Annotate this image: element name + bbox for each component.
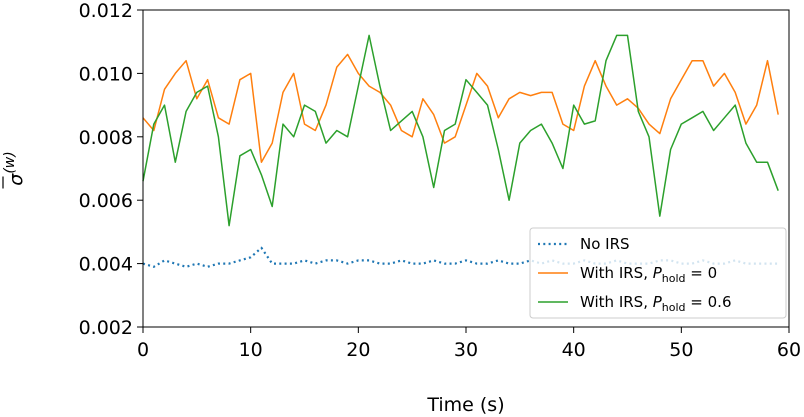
y-label-base: σ: [5, 173, 27, 186]
legend-label-part: P: [653, 264, 663, 282]
legend-label-part: P: [653, 293, 663, 311]
y-axis-label: σ(w): [2, 151, 27, 185]
x-tick-label: 50: [669, 339, 693, 361]
legend-label-part: = 0.6: [686, 293, 732, 311]
y-label-sup: (w): [2, 151, 18, 173]
legend-label-part: No IRS: [580, 235, 630, 253]
y-tick-label: 0.004: [79, 254, 133, 276]
y-tick-label: 0.006: [79, 190, 133, 212]
y-tick-label: 0.002: [79, 317, 133, 339]
x-axis-label: Time (s): [426, 394, 504, 416]
x-tick-label: 60: [777, 339, 801, 361]
line-series: [142, 53, 779, 163]
legend-label-part: With IRS,: [580, 264, 653, 282]
x-tick-label: 0: [137, 339, 149, 361]
legend-label-part: = 0: [686, 264, 718, 282]
legend-label-part: hold: [662, 301, 686, 314]
y-tick-label: 0.012: [79, 0, 133, 22]
legend-label: With IRS, Phold = 0: [580, 264, 717, 285]
legend-label: No IRS: [580, 235, 630, 253]
legend-label-part: With IRS,: [580, 293, 653, 311]
x-tick-label: 10: [239, 339, 263, 361]
x-tick-label: 30: [454, 339, 478, 361]
y-tick-label: 0.010: [79, 63, 133, 85]
x-tick-label: 20: [346, 339, 370, 361]
legend-label: With IRS, Phold = 0.6: [580, 293, 732, 314]
x-tick-label: 40: [562, 339, 586, 361]
y-tick-label: 0.008: [79, 127, 133, 149]
line-series: [142, 34, 779, 227]
legend-box: [529, 227, 787, 319]
legend-label-part: hold: [662, 272, 686, 285]
